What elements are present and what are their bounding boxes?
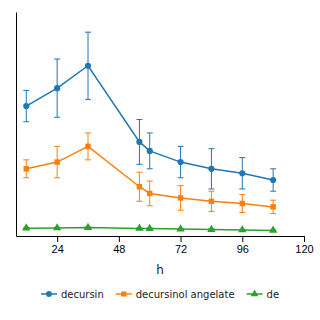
x-tick: 48: [113, 236, 125, 255]
error-bar: [136, 172, 142, 201]
point: [177, 159, 183, 165]
error-bar: [54, 59, 60, 117]
error-bar: [85, 32, 91, 99]
point: [147, 191, 152, 196]
series-line: [26, 66, 273, 180]
y-axis: [16, 13, 17, 237]
point: [270, 177, 276, 183]
series: [22, 223, 277, 233]
point: [85, 144, 90, 149]
point: [238, 225, 246, 232]
point: [147, 148, 153, 154]
point: [146, 224, 154, 231]
error-bar: [147, 133, 153, 169]
error-bar: [147, 181, 153, 206]
x-tick-label: 48: [113, 243, 125, 255]
legend-marker: [46, 291, 52, 297]
error-bar: [178, 186, 184, 211]
error-bar: [270, 169, 276, 191]
legend-label: decursin: [61, 289, 104, 300]
x-tick-mark: [57, 236, 58, 242]
point: [84, 223, 92, 230]
marks: [22, 32, 277, 233]
point: [135, 224, 143, 231]
point: [54, 159, 59, 164]
error-bar: [136, 120, 142, 165]
legend-item: decursin: [41, 289, 104, 300]
point: [137, 184, 142, 189]
point: [270, 204, 275, 209]
point: [136, 139, 142, 145]
error-bar: [239, 158, 245, 189]
point: [239, 170, 245, 176]
point: [207, 225, 215, 232]
x-tick: 72: [175, 236, 187, 255]
error-bar: [23, 160, 29, 178]
error-bar: [239, 195, 245, 213]
plot: 24 48 72 96 120 h: [17, 13, 314, 278]
legend-marker: [121, 291, 126, 296]
point: [85, 63, 91, 69]
error-bar: [270, 200, 276, 213]
point: [269, 226, 277, 233]
x-tick: 120: [295, 236, 313, 255]
x-tick-label: 72: [175, 243, 187, 255]
point: [23, 103, 29, 109]
x-tick-label: 120: [295, 243, 313, 255]
x-axis-line: [17, 236, 305, 237]
legend-marker: [251, 290, 259, 297]
legend: decursin decursinol angelate de: [41, 289, 279, 300]
point: [54, 85, 60, 91]
point: [240, 201, 245, 206]
x-tick: 24: [52, 236, 64, 255]
point: [53, 223, 61, 230]
chart: 24487296120hdecursindecursinol angelated…: [0, 0, 320, 320]
x-tick-mark: [304, 236, 305, 242]
error-bar: [54, 146, 60, 177]
legend-label: decursinol angelate: [136, 289, 235, 300]
x-tick-mark: [242, 236, 243, 242]
series-line: [26, 146, 273, 206]
legend-label: de: [267, 289, 280, 300]
y-axis-line: [16, 13, 17, 237]
point: [24, 166, 29, 171]
point: [176, 224, 184, 231]
error-bar: [208, 191, 214, 211]
legend-item: decursinol angelate: [116, 289, 235, 300]
series: [23, 32, 276, 191]
point: [208, 166, 214, 172]
x-tick-mark: [119, 236, 120, 242]
x-tick: 96: [237, 236, 249, 255]
point: [22, 223, 30, 230]
x-axis: 24 48 72 96 120: [17, 236, 314, 255]
x-tick-label: 24: [52, 243, 64, 255]
error-bar: [178, 146, 184, 177]
x-tick-label: 96: [237, 243, 249, 255]
error-bar: [208, 149, 214, 189]
x-axis-title: h: [156, 263, 164, 277]
point: [209, 199, 214, 204]
x-tick-mark: [181, 236, 182, 242]
legend-item: de: [247, 289, 280, 300]
error-bar: [85, 133, 91, 160]
point: [178, 195, 183, 200]
series: [23, 133, 276, 214]
error-bar: [23, 90, 29, 121]
